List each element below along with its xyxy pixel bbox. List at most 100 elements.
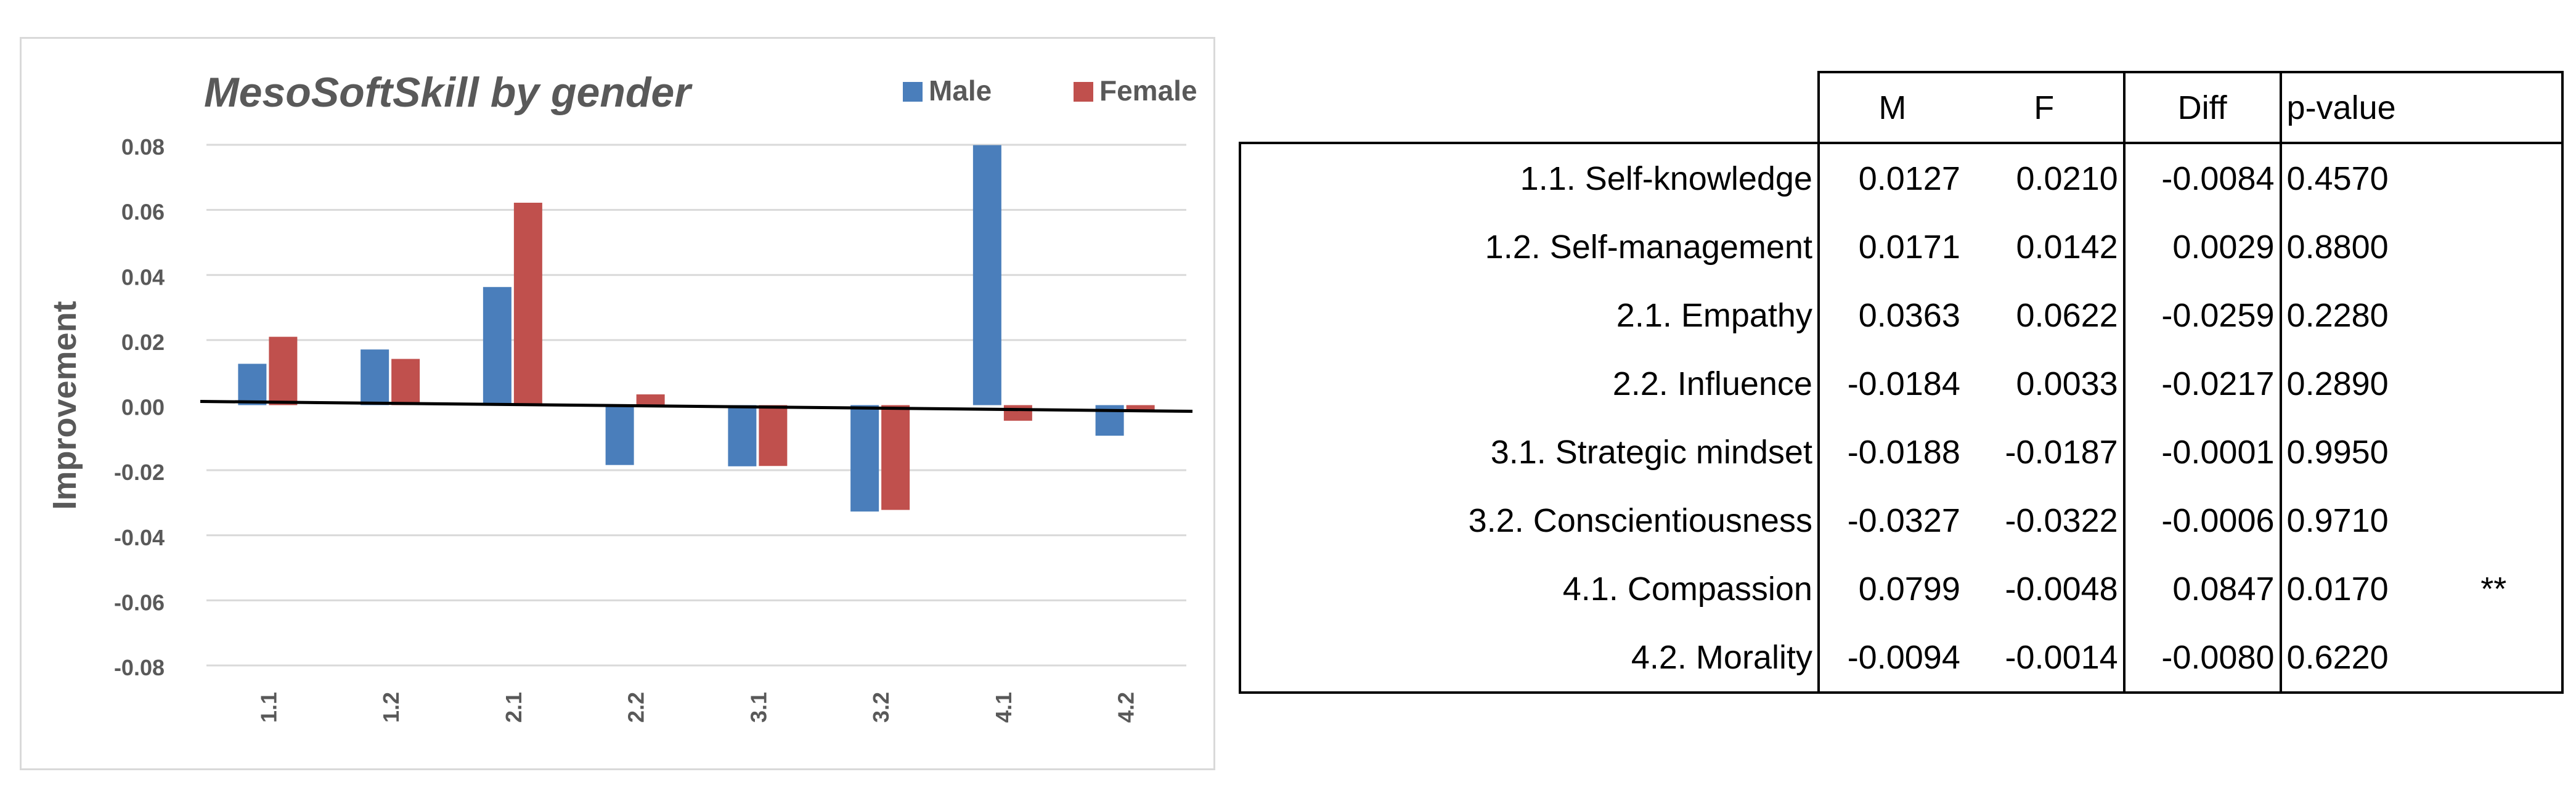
x-tick-label: 3.2 <box>868 692 894 723</box>
y-tick-label: 0.00 <box>121 395 165 420</box>
bar-male-2.1 <box>483 287 512 405</box>
header-diff: Diff <box>2124 71 2282 144</box>
cell-p-value: 0.2890 <box>2286 365 2389 402</box>
cell-diff: 0.0847 <box>2124 555 2282 623</box>
header-label-cell <box>1240 72 1820 144</box>
chart-title: MesoSoftSkill by gender <box>204 69 693 116</box>
cell-significance <box>2426 623 2564 694</box>
legend-label-male: Male <box>929 75 992 107</box>
row-label: 4.1. Compassion <box>1239 555 1820 623</box>
bar-male-1.1 <box>238 364 267 405</box>
cell-significance <box>2426 213 2564 281</box>
header-m: M <box>1818 71 1965 144</box>
x-tick-label: 3.1 <box>746 692 771 723</box>
legend-swatch-male <box>903 82 923 102</box>
x-tick-label: 1.1 <box>256 692 281 723</box>
row-label: 3.2. Conscientiousness <box>1239 486 1820 555</box>
bar-male-1.2 <box>361 349 389 405</box>
x-tick-label: 2.1 <box>501 692 526 723</box>
row-label: 3.1. Strategic mindset <box>1239 418 1820 486</box>
cell-p-value: 0.9710 <box>2286 502 2389 539</box>
cell-diff: -0.0259 <box>2124 281 2282 349</box>
cell-p-value: 0.6220 <box>2280 623 2426 694</box>
header-p-value: p-value <box>2280 71 2426 144</box>
cell-f: 0.0622 <box>1965 281 2126 349</box>
cell-significance: ** <box>2426 555 2564 623</box>
bar-female-4.2 <box>1126 405 1155 410</box>
row-label: 1.2. Self-management <box>1239 213 1820 281</box>
bar-female-1.2 <box>391 359 420 405</box>
row-label: 4.2. Morality <box>1239 623 1820 694</box>
cell-m: 0.0171 <box>1858 228 1960 266</box>
cell-p-value: 0.8800 <box>2286 228 2389 266</box>
cell-diff: -0.0217 <box>2124 349 2282 418</box>
cell-f: -0.0322 <box>1965 486 2126 555</box>
cell-significance <box>2426 418 2564 486</box>
bar-female-2.2 <box>636 394 665 405</box>
table-row: 1.1. Self-knowledge 0.0127 0.0210 -0.0084 0.… <box>1239 143 2564 213</box>
cell-p-value: 0.4570 <box>2286 160 2389 197</box>
table-row: 1.2. Self-management 0.0171 0.0142 0.0029 0.… <box>1239 213 2564 281</box>
table-row: 3.2. Conscientiousness -0.0327 -0.0322 -0.0… <box>1239 486 2564 555</box>
cell-f: 0.0210 <box>1965 143 2126 213</box>
cell-diff: 0.0029 <box>2124 213 2282 281</box>
row-label: 2.1. Empathy <box>1239 281 1820 349</box>
cell-diff: -0.0001 <box>2124 418 2282 486</box>
table-header-row: M F Diff p-value <box>1240 71 2564 144</box>
bar-female-4.1 <box>1003 405 1032 421</box>
stats-table-panel: M F Diff p-value 1.1. Self-knowledge 0.01… <box>1239 71 2564 718</box>
bar-male-2.2 <box>605 405 634 465</box>
table-row: 2.2. Influence -0.0184 0.0033 -0.0217 0.2890 <box>1239 349 2564 418</box>
cell-significance <box>2426 486 2564 555</box>
cell-f: -0.0014 <box>1965 623 2126 694</box>
bar-chart: 0.08 0.06 0.04 0.02 0.00 -0.02 -0.04 -0.06 -0.08… <box>46 69 1197 723</box>
cell-p-value: 0.2280 <box>2286 296 2389 334</box>
bar-male-3.2 <box>850 405 879 512</box>
x-tick-label: 1.2 <box>378 692 404 723</box>
cell-m: -0.0184 <box>1847 365 1960 402</box>
y-tick-label: -0.06 <box>114 590 165 615</box>
bar-female-1.1 <box>269 336 298 405</box>
cell-significance <box>2426 349 2564 418</box>
x-axis-line <box>200 400 1193 413</box>
row-label: 2.2. Influence <box>1239 349 1820 418</box>
y-tick-label: 0.02 <box>121 330 165 355</box>
y-tick-label: -0.02 <box>114 460 165 485</box>
bar-female-3.2 <box>881 405 910 510</box>
cell-f: -0.0187 <box>1965 418 2126 486</box>
header-sig <box>2426 71 2564 144</box>
y-tick-label: 0.04 <box>121 264 165 290</box>
chart-panel: 0.08 0.06 0.04 0.02 0.00 -0.02 -0.04 -0.06 -0.08… <box>20 37 1215 770</box>
y-tick-label: 0.06 <box>121 200 165 225</box>
x-tick-label: 2.2 <box>624 692 649 723</box>
table-row: 2.1. Empathy 0.0363 0.0622 -0.0259 0.2280 <box>1239 281 2564 349</box>
cell-m: -0.0094 <box>1818 623 1965 694</box>
cell-m: 0.0799 <box>1858 570 1960 608</box>
cell-m: 0.0127 <box>1858 160 1960 197</box>
cell-f: 0.0033 <box>1965 349 2126 418</box>
cell-m: 0.0363 <box>1858 296 1960 334</box>
bar-female-2.1 <box>513 203 542 405</box>
cell-significance <box>2426 281 2564 349</box>
cell-m: -0.0188 <box>1847 433 1960 471</box>
table-row: 4.1. Compassion 0.0799 -0.0048 0.0847 0.0170… <box>1239 555 2564 623</box>
cell-significance <box>2426 143 2564 213</box>
y-tick-label: -0.08 <box>114 655 165 680</box>
bar-male-4.1 <box>972 145 1001 405</box>
x-tick-label: 4.1 <box>991 692 1016 723</box>
x-tick-label: 4.2 <box>1114 692 1139 723</box>
bar-female-3.1 <box>759 405 788 466</box>
y-tick-label: 0.08 <box>121 134 165 160</box>
cell-p-value: 0.9950 <box>2286 433 2389 471</box>
cell-diff: -0.0084 <box>2124 143 2282 213</box>
y-axis-label: Improvement <box>46 301 83 510</box>
cell-diff: -0.0006 <box>2124 486 2282 555</box>
table-row: 3.1. Strategic mindset -0.0188 -0.0187 -0.0… <box>1239 418 2564 486</box>
legend-swatch-female <box>1074 82 1093 102</box>
stats-table: M F Diff p-value 1.1. Self-knowledge 0.01… <box>1239 71 2564 694</box>
y-tick-label: -0.04 <box>114 525 165 550</box>
cell-f: 0.0142 <box>1965 213 2126 281</box>
cell-m: -0.0327 <box>1847 502 1960 539</box>
table-row: 4.2. Morality -0.0094 -0.0014 -0.0080 0.6220 <box>1239 623 2564 694</box>
cell-p-value: 0.0170 <box>2286 570 2389 608</box>
